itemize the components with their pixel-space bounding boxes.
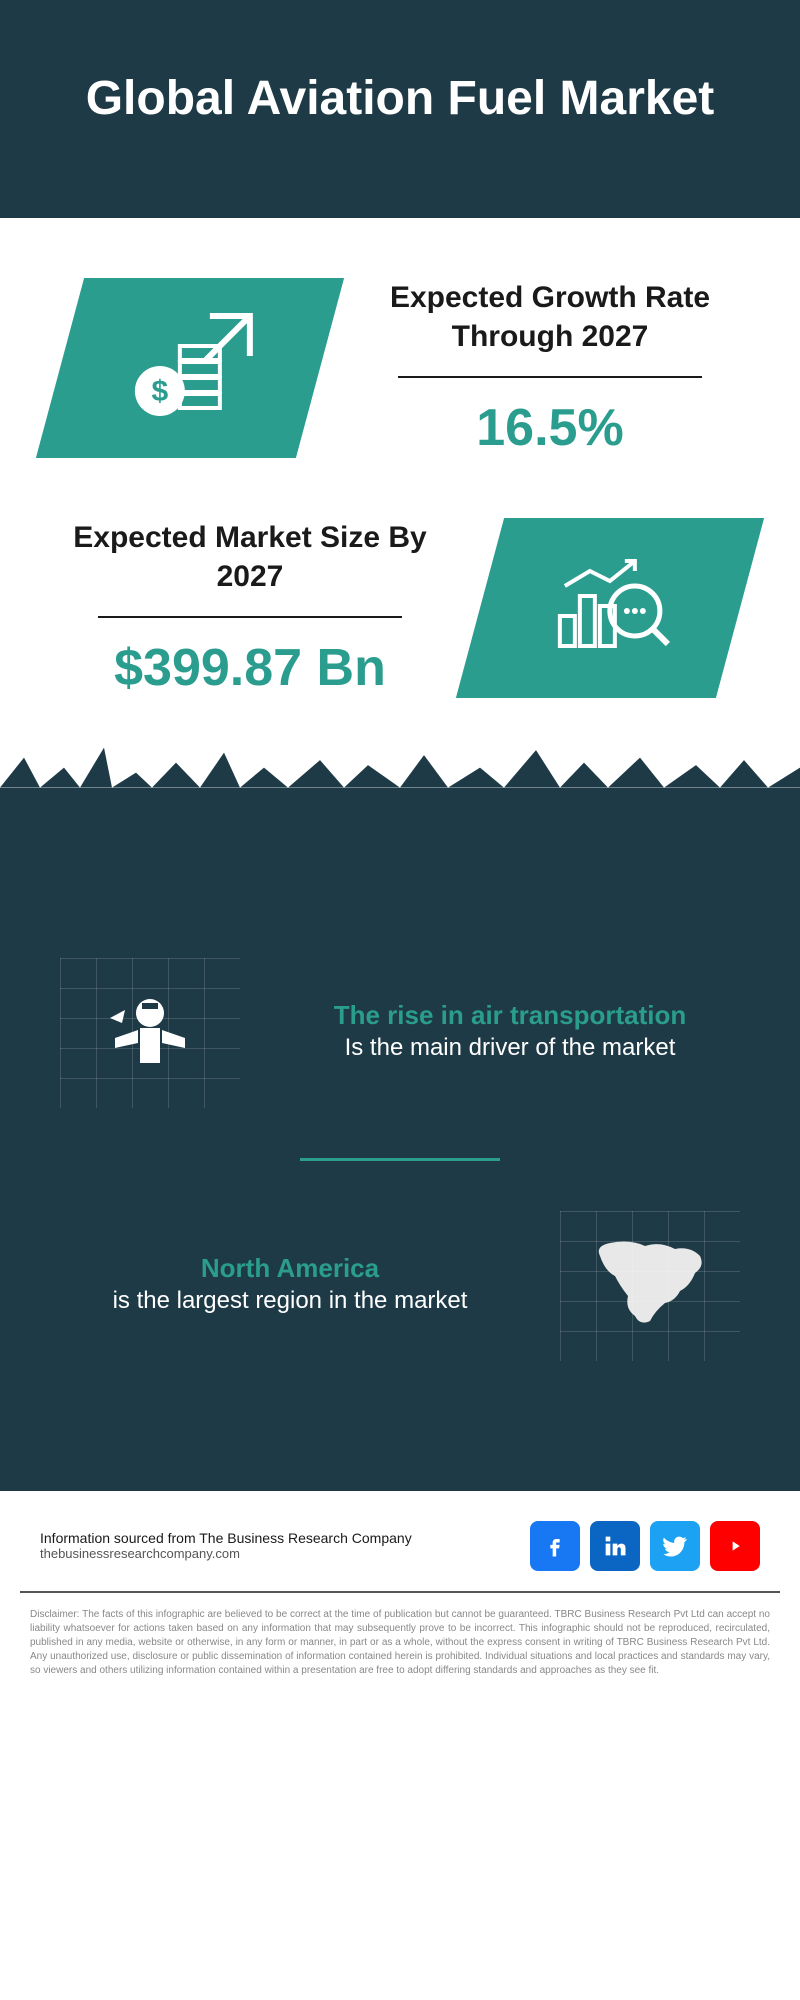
growth-value: 16.5% — [360, 398, 740, 458]
region-row: North America is the largest region in t… — [60, 1211, 740, 1361]
driver-highlight: The rise in air transportation — [280, 1000, 740, 1031]
size-row: Expected Market Size By 2027 $399.87 Bn — [60, 518, 740, 698]
growth-label: Expected Growth Rate Through 2027 — [360, 278, 740, 356]
insights-section: The rise in air transportation Is the ma… — [0, 938, 800, 1491]
size-text-block: Expected Market Size By 2027 $399.87 Bn — [60, 518, 440, 698]
region-subtext: is the largest region in the market — [60, 1284, 520, 1318]
skyline-graphic — [0, 788, 800, 938]
driver-subtext: Is the main driver of the market — [280, 1031, 740, 1065]
section-divider — [300, 1158, 500, 1161]
disclaimer-text: Disclaimer: The facts of this infographi… — [0, 1593, 800, 1693]
growth-row: $ Expected Growth Rate Through 2027 16.5… — [60, 278, 740, 458]
footer: Information sourced from The Business Re… — [0, 1491, 800, 1591]
header: Global Aviation Fuel Market — [0, 0, 800, 218]
growth-text-block: Expected Growth Rate Through 2027 16.5% — [360, 278, 740, 458]
youtube-icon[interactable] — [710, 1521, 760, 1571]
size-label: Expected Market Size By 2027 — [60, 518, 440, 596]
footer-source-block: Information sourced from The Business Re… — [40, 1530, 412, 1561]
driver-row: The rise in air transportation Is the ma… — [60, 958, 740, 1108]
svg-text:$: $ — [152, 374, 169, 407]
growth-divider — [398, 376, 702, 378]
money-growth-icon: $ — [120, 305, 260, 430]
footer-url: thebusinessresearchcompany.com — [40, 1546, 412, 1561]
size-value: $399.87 Bn — [60, 638, 440, 698]
growth-icon-box: $ — [36, 278, 344, 458]
page-title: Global Aviation Fuel Market — [40, 70, 760, 128]
linkedin-icon[interactable] — [590, 1521, 640, 1571]
stats-section: $ Expected Growth Rate Through 2027 16.5… — [0, 218, 800, 788]
size-divider — [98, 616, 402, 618]
region-text: North America is the largest region in t… — [60, 1253, 520, 1318]
map-icon-box — [560, 1211, 740, 1361]
region-highlight: North America — [60, 1253, 520, 1284]
driver-text: The rise in air transportation Is the ma… — [280, 1000, 740, 1065]
size-icon-box — [456, 518, 764, 698]
facebook-icon[interactable] — [530, 1521, 580, 1571]
social-icons — [530, 1521, 760, 1571]
pilot-icon-box — [60, 958, 240, 1108]
twitter-icon[interactable] — [650, 1521, 700, 1571]
chart-analysis-icon — [540, 545, 680, 670]
footer-source: Information sourced from The Business Re… — [40, 1530, 412, 1546]
